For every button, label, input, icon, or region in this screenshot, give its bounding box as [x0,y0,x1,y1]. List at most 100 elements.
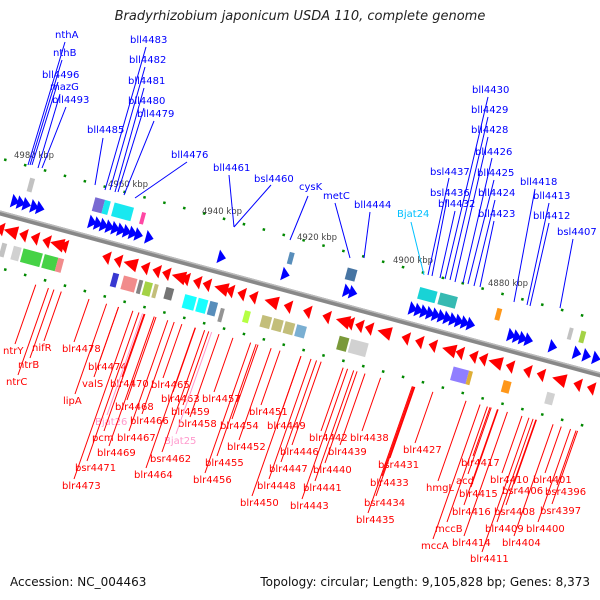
gene-feature-box [101,199,111,215]
reverse-gene-label: blr4433 [370,478,409,489]
gene-feature-box [120,275,138,293]
forward-gene-leader-line [94,137,104,186]
reverse-gene-label: hmgL [426,483,454,494]
forward-gene-leader-line [454,136,489,283]
forward-gene-leader-line [479,220,495,288]
tick-mark [361,364,365,368]
tick-mark [321,244,326,248]
reverse-gene-label: bsr4397 [540,506,581,517]
tick-mark [43,168,47,173]
reverse-gene-label: bsr4434 [364,498,405,509]
reverse-gene-arrow [59,240,70,254]
forward-gene-leader-line [37,93,61,169]
reverse-gene-arrow [202,278,213,293]
reverse-gene-arrow [442,344,458,359]
tick-mark [401,375,405,379]
forward-gene-label: bll4496 [42,70,79,81]
reverse-gene-leader-line [556,430,577,486]
tick-mark [63,174,67,178]
forward-gene-leader-line [444,96,489,280]
forward-gene-label: bll4430 [472,85,509,96]
forward-gene-arrow [413,302,423,317]
gene-feature-box [26,177,36,193]
tick-mark [500,292,505,296]
reverse-gene-leader-line [121,313,145,378]
forward-gene-label: bll4461 [213,163,250,174]
reverse-gene-arrow [3,226,20,240]
reverse-gene-arrow [102,251,112,265]
reverse-gene-arrow [586,382,597,396]
reverse-gene-label: bsr4396 [545,487,586,498]
reverse-gene-label: blr4465 [151,380,190,391]
tick-mark [560,418,564,422]
genome-summary: Topology: circular; Length: 9,105,828 bp… [260,575,590,589]
tick-mark [162,201,166,205]
forward-gene-label: bll4412 [533,211,570,222]
tick-mark [202,321,206,325]
forward-gene-arrow [133,227,143,241]
tick-mark [222,217,226,221]
accession-label: Accession: NC_004463 [10,575,147,589]
reverse-gene-label: blr4470 [110,379,149,390]
forward-gene-label: bll4425 [477,168,514,179]
reverse-gene-leader-line [216,343,257,457]
reverse-gene-arrow [171,271,188,286]
reverse-gene-arrow [140,261,151,276]
reverse-gene-label: blr4473 [62,481,101,492]
forward-gene-arrow [144,230,154,244]
forward-gene-leader-line [114,87,145,193]
reverse-gene-leader-line [432,404,481,540]
reverse-gene-leader-line [14,284,37,345]
reverse-gene-arrow [214,283,230,297]
forward-gene-label: bll4418 [520,177,557,188]
reverse-gene-label: Bjat26 [95,417,127,428]
gene-feature-box [417,287,438,304]
tick-mark [242,332,246,336]
forward-gene-leader-line [29,59,63,166]
tick-mark [520,297,524,301]
reverse-gene-leader-line [86,312,140,462]
reverse-gene-arrow [237,287,248,302]
forward-gene-arrow [448,312,458,326]
reverse-gene-arrow [152,265,163,279]
gene-feature-box [259,314,273,330]
forward-gene-arrow [517,330,528,345]
reverse-gene-arrow [455,346,466,361]
reverse-gene-leader-line [238,348,272,441]
forward-gene-arrow [581,348,591,362]
tick-mark [321,353,326,357]
reverse-gene-label: blr4450 [240,498,279,509]
reverse-gene-arrow [335,316,352,330]
reverse-gene-label: blr4439 [328,447,367,458]
reverse-gene-arrow [30,232,41,246]
forward-gene-leader-line [431,198,448,277]
forward-gene-arrow [347,285,358,299]
reverse-gene-arrow [19,229,29,243]
gene-feature-box [135,279,144,295]
forward-gene-label: bll4493 [52,95,89,106]
reverse-gene-leader-line [320,367,344,432]
reverse-gene-leader-line [231,344,259,420]
forward-gene-leader-line [462,157,493,284]
tick-mark [500,402,505,406]
forward-gene-label: bll4413 [533,191,570,202]
reverse-gene-arrow [322,310,332,325]
gene-feature-box [578,330,587,344]
gene-feature-box [151,283,159,299]
reverse-gene-leader-line [472,407,491,457]
reverse-gene-arrow [42,235,52,249]
reverse-gene-label: blr4455 [205,458,244,469]
reverse-gene-leader-line [505,419,537,506]
forward-gene-arrow [34,200,45,215]
reverse-gene-leader-line [544,426,562,474]
reverse-gene-leader-line [73,298,90,343]
forward-gene-leader-line [513,188,536,303]
forward-gene-arrow [453,313,464,328]
reverse-gene-arrow [345,317,356,331]
tick-mark [341,249,345,253]
forward-gene-label: bsl4460 [254,174,294,185]
forward-gene-arrow [127,225,138,240]
genome-track [0,158,600,427]
forward-gene-arrow [591,350,600,365]
reverse-gene-label: blr4443 [290,501,329,512]
